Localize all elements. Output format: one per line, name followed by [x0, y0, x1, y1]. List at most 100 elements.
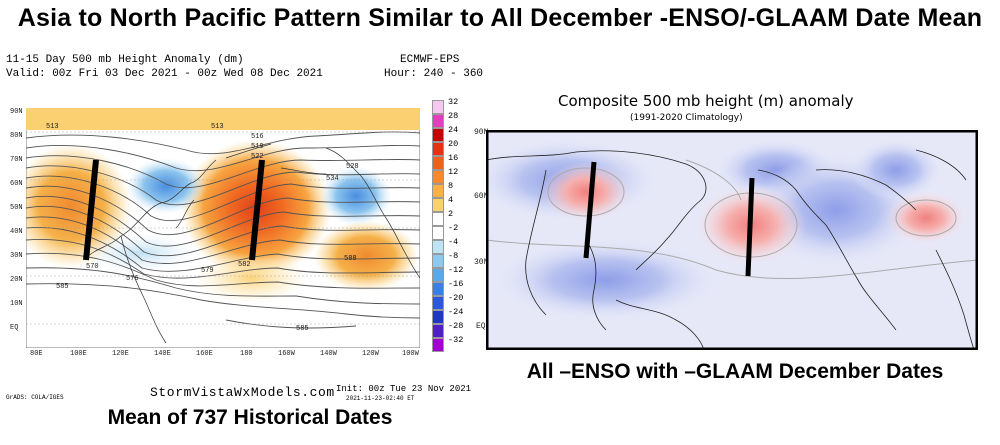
lat-label: 50N [10, 204, 23, 212]
right-map-title: Composite 500 mb height (m) anomaly [558, 92, 854, 110]
colorbar-label: 12 [448, 167, 459, 177]
lon-axis-left: 80E 100E 120E 140E 160E 180 160W 140W 12… [26, 350, 420, 360]
alaska-negative-anomaly [320, 166, 392, 226]
colorbar-label: 8 [448, 181, 454, 191]
colorbar-swatch [432, 170, 444, 184]
colorbar-label: -4 [448, 237, 459, 247]
colorbar-swatch [432, 254, 444, 268]
hour-range: Hour: 240 - 360 [384, 68, 484, 80]
contour-label: 582 [238, 261, 251, 269]
lat-label: 40N [10, 228, 23, 236]
tropical-negative-anomaly [496, 240, 716, 320]
init-time: Init: 00z Tue 23 Nov 2021 [336, 384, 472, 394]
right-composite-map [486, 130, 978, 350]
colorbar [432, 100, 444, 352]
colorbar-label: -24 [448, 307, 464, 317]
lat-label: 30N [10, 252, 23, 260]
right-lat-label: 60N [474, 192, 489, 201]
asia-ridge-axis [583, 161, 597, 259]
continent-outlines [486, 149, 975, 350]
contour-label: 588 [344, 255, 357, 263]
colorbar-swatch [432, 296, 444, 310]
left-anomaly-map: 513 513 516 519 522 528 534 570 576 579 … [26, 108, 420, 348]
colorbar-swatch [432, 100, 444, 114]
lon-label: 120E [112, 350, 129, 358]
contour-label: 513 [211, 123, 224, 131]
main-title: Asia to North Pacific Pattern Similar to… [17, 4, 983, 32]
colorbar-swatch [432, 142, 444, 156]
colorbar-label: -20 [448, 293, 464, 303]
right-lat-label: EQ [476, 322, 486, 331]
contour-label: 585 [296, 325, 309, 333]
colorbar-swatch [432, 268, 444, 282]
colorbar-swatch [432, 114, 444, 128]
greenland-negative-anomaly [851, 140, 941, 200]
lon-label: 80E [30, 350, 43, 358]
contour-label: 516 [251, 133, 264, 141]
contour-label: 585 [56, 283, 69, 291]
contour-label: 570 [86, 263, 99, 271]
contour-label: 579 [201, 267, 214, 275]
lat-label: 80N [10, 132, 23, 140]
left-header-line1: 11-15 Day 500 mb Height Anomaly (dm) [6, 54, 244, 66]
colorbar-label: 28 [448, 111, 459, 121]
coastlines [85, 143, 420, 344]
colorbar-label: 2 [448, 209, 454, 219]
east-pacific-positive-anomaly [314, 221, 418, 291]
left-header-line2: Valid: 00z Fri 03 Dec 2021 - 00z Wed 08 … [6, 68, 323, 80]
west-asia-positive-anomaly [26, 144, 131, 268]
historical-dates-caption: Mean of 737 Historical Dates [107, 406, 393, 429]
contour-labels: 513 513 516 519 522 528 534 570 576 579 … [46, 123, 359, 333]
lon-label: 140W [320, 350, 337, 358]
lat-label: 20N [10, 276, 23, 284]
lon-label: 160E [196, 350, 213, 358]
colorbar-swatch [432, 226, 444, 240]
colorbar-labels: 32 28 24 20 16 12 8 4 2 -2 -4 -8 -12 -16… [448, 97, 472, 359]
colorbar-label: -32 [448, 335, 464, 345]
source-label: StormVistaWxModels.com [150, 385, 335, 400]
colorbar-label: -16 [448, 279, 464, 289]
subtropical-positive-anomaly [196, 253, 306, 303]
colorbar-swatch [432, 198, 444, 212]
colorbar-label: 24 [448, 125, 459, 135]
climatology-label: (1991-2020 Climatology) [630, 113, 743, 123]
lon-label: 120W [362, 350, 379, 358]
colorbar-swatch [432, 156, 444, 170]
colorbar-swatch [432, 310, 444, 324]
lat-label: 90N [10, 108, 23, 116]
right-map-frame [486, 130, 978, 350]
contour-label: 534 [326, 175, 339, 183]
contour-label: 513 [46, 123, 59, 131]
lon-label: 160W [278, 350, 295, 358]
contour-label: 522 [251, 153, 264, 161]
colorbar-label: 16 [448, 153, 459, 163]
contour-label: 576 [126, 275, 139, 283]
colorbar-swatch [432, 338, 444, 352]
colorbar-label: -8 [448, 251, 459, 261]
colorbar-swatch [432, 128, 444, 142]
right-lat-label: 30N [474, 258, 489, 267]
colorbar-label: 20 [448, 139, 459, 149]
pacific-ridge-axis [249, 159, 265, 261]
polar-positive-band [26, 108, 420, 130]
colorbar-label: -28 [448, 321, 464, 331]
lat-label: EQ [10, 324, 19, 332]
colorbar-label: -12 [448, 265, 464, 275]
colorbar-label: 32 [448, 97, 459, 107]
grads-credit: GrADS: COLA/IGES [6, 394, 64, 401]
lat-label: 60N [10, 180, 23, 188]
colorbar-swatch [432, 184, 444, 198]
colorbar-swatch [432, 212, 444, 226]
lat-label: 70N [10, 156, 23, 164]
enso-glaam-caption: All –ENSO with –GLAAM December Dates [526, 360, 944, 383]
lon-label: 100W [402, 350, 419, 358]
init-subtime: 2021-11-23-02:40 ET [346, 395, 415, 402]
colorbar-swatch [432, 282, 444, 296]
asia-positive-anomaly [541, 162, 631, 222]
lon-label: 140E [154, 350, 171, 358]
lon-label: 100E [70, 350, 87, 358]
colorbar-label: 4 [448, 195, 454, 205]
model-label: ECMWF-EPS [400, 54, 460, 66]
pacific-ridge-axis-right [745, 177, 755, 277]
contour-label: 519 [251, 143, 264, 151]
